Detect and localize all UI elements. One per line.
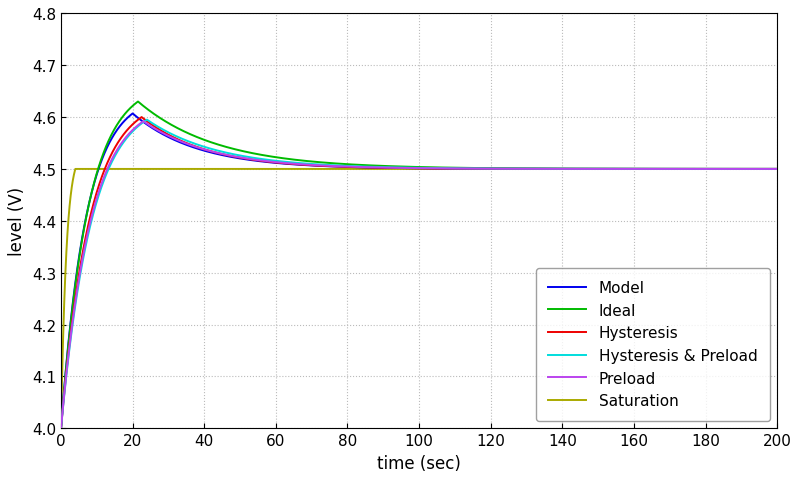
Preload	[715, 167, 725, 172]
Saturation	[715, 167, 725, 172]
Preload	[750, 167, 760, 172]
Saturation	[70, 167, 80, 172]
Ideal	[773, 167, 782, 172]
Hysteresis	[363, 165, 373, 171]
Hysteresis	[715, 167, 725, 172]
Line: Model: Model	[61, 114, 778, 428]
Line: Hysteresis: Hysteresis	[61, 118, 778, 428]
Model	[577, 167, 586, 172]
Line: Hysteresis & Preload: Hysteresis & Preload	[61, 120, 778, 428]
Preload	[397, 166, 406, 171]
Line: Ideal: Ideal	[61, 102, 778, 428]
Preload	[577, 167, 586, 172]
Hysteresis & Preload	[142, 118, 152, 123]
Hysteresis	[577, 167, 586, 172]
Ideal	[363, 163, 373, 169]
Hysteresis & Preload	[56, 425, 66, 431]
Preload	[773, 167, 782, 172]
Hysteresis & Preload	[750, 167, 760, 172]
Hysteresis & Preload	[715, 167, 725, 172]
Hysteresis	[397, 166, 406, 171]
Hysteresis	[773, 167, 782, 172]
Ideal	[56, 425, 66, 431]
Model	[773, 167, 782, 172]
Preload	[358, 165, 367, 170]
Hysteresis & Preload	[363, 165, 373, 170]
Hysteresis	[56, 425, 66, 431]
Saturation	[397, 167, 406, 172]
Model	[397, 166, 406, 171]
Ideal	[750, 167, 760, 172]
Model	[750, 167, 760, 172]
Ideal	[577, 167, 586, 172]
Preload	[138, 119, 148, 125]
Ideal	[134, 99, 143, 105]
Model	[56, 425, 66, 431]
Preload	[56, 425, 66, 431]
Saturation	[577, 167, 586, 172]
Hysteresis & Preload	[773, 167, 782, 172]
Model	[358, 165, 367, 171]
Preload	[363, 165, 373, 171]
Line: Saturation: Saturation	[61, 169, 778, 428]
Saturation	[358, 167, 367, 172]
Ideal	[358, 163, 367, 168]
Hysteresis	[358, 165, 367, 171]
Model	[363, 165, 373, 171]
Hysteresis	[750, 167, 760, 172]
Y-axis label: level (V): level (V)	[8, 187, 26, 256]
Legend: Model, Ideal, Hysteresis, Hysteresis & Preload, Preload, Saturation: Model, Ideal, Hysteresis, Hysteresis & P…	[536, 268, 770, 421]
Saturation	[750, 167, 760, 172]
Saturation	[363, 167, 373, 172]
X-axis label: time (sec): time (sec)	[377, 454, 461, 472]
Saturation	[773, 167, 782, 172]
Hysteresis & Preload	[397, 165, 406, 171]
Model	[715, 167, 725, 172]
Hysteresis & Preload	[577, 167, 586, 172]
Ideal	[715, 167, 725, 172]
Line: Preload: Preload	[61, 122, 778, 428]
Hysteresis	[137, 115, 146, 120]
Hysteresis & Preload	[358, 164, 367, 170]
Ideal	[397, 164, 406, 170]
Saturation	[56, 425, 66, 431]
Model	[128, 111, 138, 117]
